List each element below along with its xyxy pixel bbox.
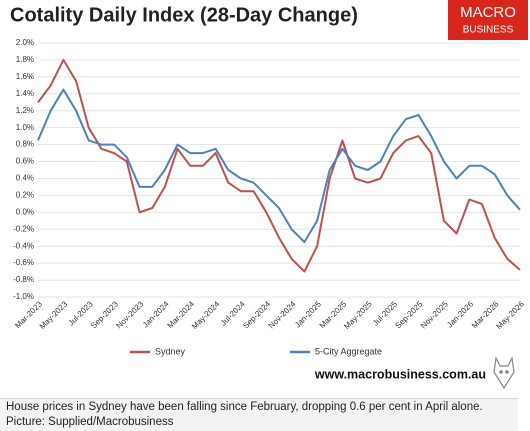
chart-title: Cotality Daily Index (28-Day Change) xyxy=(10,4,358,26)
legend-label: Sydney xyxy=(155,346,186,356)
y-tick-label: 0.4% xyxy=(16,174,34,183)
y-tick-label: 1.0% xyxy=(16,123,34,132)
website: www.macrobusiness.com.au xyxy=(314,367,486,381)
caption: House prices in Sydney have been falling… xyxy=(0,398,518,431)
chart: Cotality Daily Index (28-Day Change) MAC… xyxy=(10,0,528,390)
y-tick-label: -1.0% xyxy=(13,292,34,301)
y-tick-label: 1.4% xyxy=(16,89,34,98)
y-tick-label: 0.2% xyxy=(16,191,34,200)
x-tick-label: Nov-2023 xyxy=(114,299,145,330)
y-tick-label: 0.8% xyxy=(16,140,34,149)
y-tick-label: 2.0% xyxy=(16,38,34,47)
x-tick-label: Nov-2024 xyxy=(267,299,298,330)
logo-box xyxy=(448,0,528,40)
x-tick-label: May-2025 xyxy=(342,299,374,331)
legend-label: 5-City Aggregate xyxy=(315,346,382,356)
x-tick-label: Nov-2025 xyxy=(419,299,450,330)
x-tick-label: May-2024 xyxy=(190,299,222,331)
x-tick-label: May-2026 xyxy=(494,299,526,331)
y-tick-label: 0.6% xyxy=(16,157,34,166)
y-tick-label: 1.2% xyxy=(16,106,34,115)
x-tick-label: May-2023 xyxy=(38,299,70,331)
line-series xyxy=(37,58,521,273)
y-tick-label: -0.6% xyxy=(13,258,34,267)
wolf-icon xyxy=(493,356,515,390)
y-tick-label: -0.2% xyxy=(13,224,34,233)
y-tick-label: -0.4% xyxy=(13,241,34,250)
line-series xyxy=(37,88,521,243)
y-tick-label: 1.6% xyxy=(16,72,34,81)
logo-text: MACRO xyxy=(460,4,516,21)
y-tick-label: 1.8% xyxy=(16,55,34,64)
y-tick-label: 0.0% xyxy=(16,207,34,216)
y-tick-label: -0.8% xyxy=(13,275,34,284)
logo-text: BUSINESS xyxy=(463,25,514,36)
